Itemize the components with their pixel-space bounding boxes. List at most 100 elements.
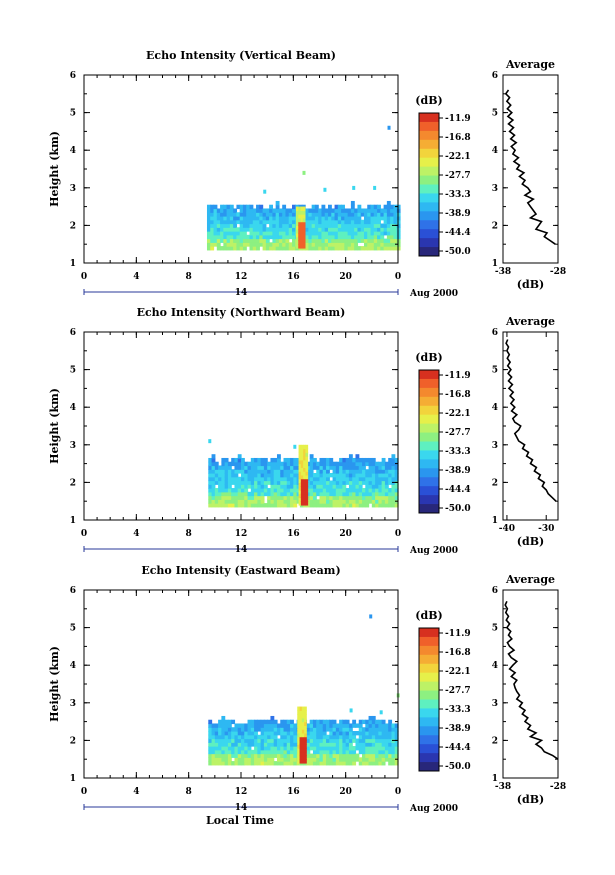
heatmap-cell [237,469,242,474]
heatmap-cell [210,234,215,240]
heatmap-cell [342,734,347,740]
heatmap-cell [345,495,350,500]
enhanced-echo-cell [298,206,301,211]
heatmap-cell [273,746,278,751]
heatmap-cell [362,480,366,485]
heatmap-cell [286,746,291,751]
heatmap-cell [362,488,366,493]
heatmap-cell [292,204,296,210]
heatmap-cell [224,484,229,489]
heatmap-cell [322,738,327,743]
heatmap-cell [244,480,249,485]
heatmap-cell [332,749,337,755]
heatmap-cell [286,461,291,467]
heatmap-cell [260,727,265,732]
enhanced-echo-cell [303,501,306,506]
heatmap-cell [352,761,357,766]
heatmap-cell [278,212,283,217]
heatmap-cell [247,495,252,500]
heatmap-cell [370,223,375,228]
heatmap-cell [329,495,334,500]
heatmap-cell [348,746,353,751]
heatmap-cell [272,238,277,243]
heatmap-cell [352,723,357,728]
heatmap-cell [324,238,329,243]
heatmap-cell [381,503,386,508]
heatmap-cell [332,757,337,762]
heatmap-cell [234,473,239,478]
colorbar-swatch [419,387,439,398]
heatmap-cell [286,465,291,470]
heatmap-cell [257,734,262,740]
heatmap-cell [309,473,314,478]
heatmap-cell [246,234,251,240]
heatmap-cell [269,204,273,210]
heatmap-cell [394,761,399,766]
heatmap-cell [378,757,383,762]
enhanced-echo-cell [295,244,299,249]
heatmap-cell [252,216,257,221]
heatmap-cell [257,488,262,493]
heatmap-cell [278,234,283,240]
heatmap-cell [332,473,337,478]
enhanced-echo-cell [299,747,303,753]
scatter-echo [369,614,373,619]
heatmap-cell [357,231,362,236]
heatmap-cell [254,473,258,478]
heatmap-cell [275,200,280,206]
heatmap-cell [231,719,236,725]
heatmap-cell [276,757,281,762]
heatmap-cell [360,208,365,213]
enhanced-echo-cell [298,210,301,215]
heatmap-cell [332,461,337,467]
chart-panel-2: Echo Intensity (Eastward Beam)0 4 8 12 16 20 0… [48,564,566,814]
y-tick-label: 2 [70,478,76,488]
heatmap-cell [377,208,381,213]
enhanced-echo-cell [304,717,307,723]
heatmap-cell [329,480,334,485]
heatmap-cell [247,742,252,747]
heatmap-cell [384,731,389,736]
heatmap-cell [216,216,221,221]
heatmap-cell [290,484,294,489]
heatmap-cell [309,461,314,467]
heatmap-cell [388,488,393,493]
heatmap-cell [312,749,317,755]
colorbar-swatch [419,130,439,141]
heatmap-cell [237,465,242,470]
heatmap-cell [312,727,317,732]
heatmap-cell [381,499,386,504]
heatmap-cell [208,469,213,474]
heatmap-cell [331,246,336,251]
heatmap-cell [218,749,222,755]
heatmap-cell [396,216,401,221]
heatmap-cell [210,227,215,232]
heatmap-cell [213,223,218,228]
heatmap-cell [370,204,375,210]
heatmap-cell [273,499,278,504]
heatmap-cell [322,469,327,474]
heatmap-cell [305,246,309,251]
heatmap-cell [220,246,224,251]
heatmap-cell [375,723,379,728]
enhanced-echo-cell [297,732,300,738]
colorbar-swatch [419,148,439,159]
heatmap-cell [236,216,241,221]
heatmap-cell [208,719,213,725]
heatmap-cell [208,488,213,493]
heatmap-cell [365,746,370,751]
heatmap-cell [326,480,330,485]
heatmap-cell [362,742,366,747]
enhanced-echo-cell [301,755,305,760]
heatmap-cell [321,238,326,243]
heatmap-cell [309,499,314,504]
heatmap-cell [386,200,391,206]
heatmap-cell [290,757,294,762]
heatmap-cell [250,491,255,497]
heatmap-cell [218,742,222,747]
heatmap-cell [260,723,265,728]
heatmap-cell [388,749,393,755]
heatmap-cell [250,749,255,755]
heatmap-cell [234,757,239,762]
heatmap-cell [358,476,363,482]
